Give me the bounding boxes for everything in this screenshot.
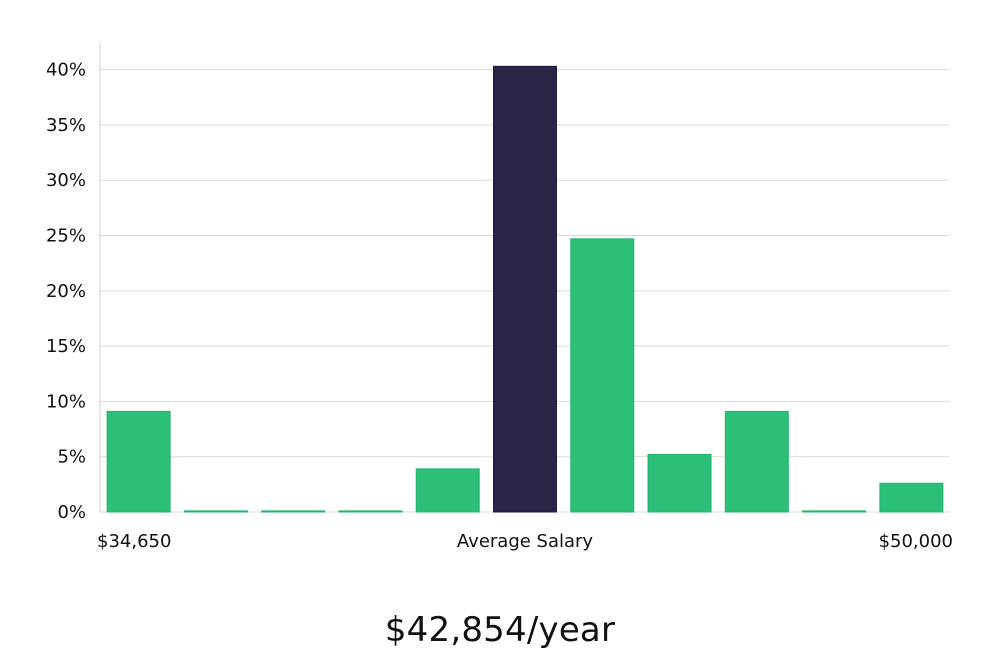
- x-axis-label-max: $50,000: [879, 531, 953, 552]
- y-axis-tick-label: 25%: [46, 226, 86, 247]
- y-axis-tick-label: 30%: [46, 170, 86, 191]
- y-axis-tick-label: 15%: [46, 336, 86, 357]
- salary-bar: [879, 482, 944, 513]
- average-salary-summary: $42,854/year: [384, 610, 616, 650]
- salary-bar: [106, 410, 171, 513]
- salary-bar: [338, 510, 403, 513]
- y-axis-tick-labels: 0% 5% 10% 15% 20% 25% 30% 35% 40%: [46, 60, 86, 523]
- y-axis-tick-label: 10%: [46, 391, 86, 412]
- x-axis-label-min: $34,650: [97, 531, 171, 552]
- y-axis-tick-label: 5%: [57, 447, 86, 468]
- average-salary-bar: [493, 65, 557, 513]
- salary-bar: [183, 510, 248, 513]
- salary-bar: [802, 510, 867, 513]
- bars: [106, 65, 944, 513]
- salary-distribution-chart: 0% 5% 10% 15% 20% 25% 30% 35% 40% $34,650 Averag…: [46, 42, 953, 552]
- salary-bar: [724, 410, 789, 513]
- y-axis-tick-label: 0%: [57, 502, 86, 523]
- x-axis-label-average: Average Salary: [457, 531, 594, 552]
- y-axis-tick-label: 35%: [46, 115, 86, 136]
- salary-bar: [261, 510, 326, 513]
- y-axis-tick-label: 20%: [46, 281, 86, 302]
- salary-bar: [647, 453, 712, 513]
- salary-bar: [415, 468, 480, 513]
- y-axis-tick-label: 40%: [46, 60, 86, 81]
- salary-bar: [570, 238, 635, 513]
